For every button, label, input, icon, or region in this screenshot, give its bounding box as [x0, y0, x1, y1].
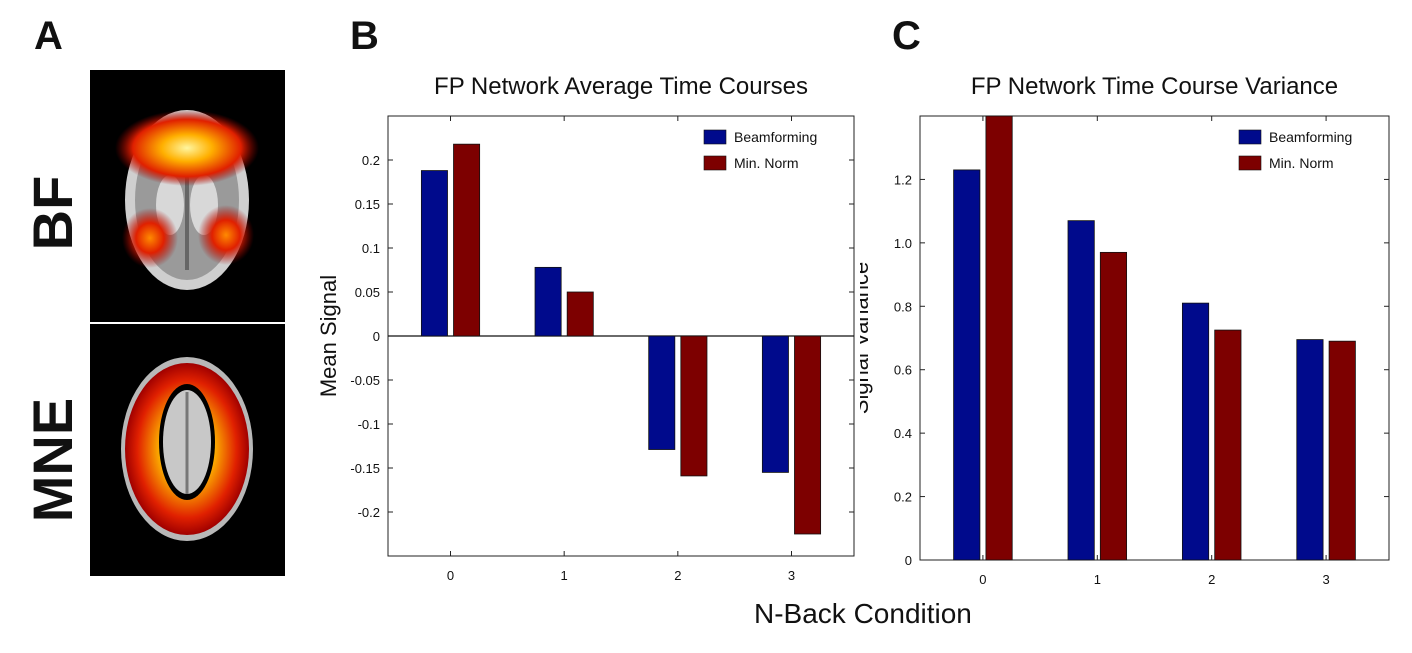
chart-b-title: FP Network Average Time Courses	[434, 73, 808, 100]
chart-c-xtick-label: 2	[1208, 572, 1215, 587]
chart-b-ytick-label: -0.2	[358, 505, 380, 520]
chart-c-ytick-label: 1.0	[894, 236, 912, 251]
chart-c-legend-label-1: Min. Norm	[1269, 155, 1334, 171]
chart-c-bar-beamforming-2	[1181, 302, 1210, 561]
chart-c-bar-beamforming-3	[1296, 339, 1324, 561]
chart-time-course-variance: FP Network Time Course Variance Signal Va…	[860, 73, 1390, 587]
chart-b-bar-min-norm-1	[566, 291, 594, 337]
chart-b-ytick-label: 0.15	[355, 197, 380, 212]
chart-b-ytick-label: 0.1	[362, 241, 380, 256]
chart-b-xtick-label: 1	[561, 568, 568, 583]
chart-c-bar-min-norm-2	[1214, 329, 1242, 561]
chart-c-ytick-label: 0.8	[894, 299, 912, 314]
chart-c-bar-beamforming-0	[953, 169, 981, 561]
chart-b-ytick-label: 0	[373, 329, 380, 344]
chart-b-ytick-label: 0.05	[355, 285, 380, 300]
chart-c-title: FP Network Time Course Variance	[971, 73, 1338, 100]
panel-letter-b: B	[350, 14, 379, 58]
bf-label: BF	[21, 175, 84, 251]
chart-c-bar-min-norm-0	[985, 115, 1013, 561]
chart-b-bar-min-norm-2	[680, 335, 708, 477]
chart-b-bar-beamforming-1	[534, 266, 562, 337]
chart-b-ytick-label: -0.05	[350, 373, 380, 388]
chart-c-axes-box	[919, 115, 1390, 561]
chart-b-legend-swatch-0	[703, 129, 727, 145]
chart-b-bar-beamforming-0	[420, 170, 448, 337]
chart-b-legend-swatch-1	[703, 155, 727, 171]
chart-c-y-axis-label: Signal Variance	[860, 262, 873, 414]
bf-brain-image	[90, 70, 285, 322]
mne-brain-image	[90, 324, 285, 576]
chart-c-ytick-label: 1.2	[894, 172, 912, 187]
chart-b-bar-beamforming-2	[648, 335, 676, 450]
chart-b-ytick-label: 0.2	[362, 153, 380, 168]
chart-b-ytick-label: -0.15	[350, 461, 380, 476]
chart-b-bar-min-norm-0	[453, 143, 481, 337]
chart-c-bar-min-norm-1	[1099, 251, 1128, 561]
chart-b-bar-min-norm-3	[794, 335, 822, 535]
chart-c-xtick-label: 0	[979, 572, 986, 587]
chart-b-legend-label-0: Beamforming	[734, 129, 817, 145]
chart-b-y-axis-label: Mean Signal	[316, 275, 341, 397]
chart-c-ytick-label: 0.2	[894, 490, 912, 505]
chart-c-xtick-label: 1	[1094, 572, 1101, 587]
chart-b-legend-label-1: Min. Norm	[734, 155, 799, 171]
chart-b-xtick-label: 0	[447, 568, 454, 583]
shared-x-axis-label: N-Back Condition	[754, 598, 972, 629]
chart-c-ytick-label: 0	[905, 553, 912, 568]
mne-label: MNE	[21, 397, 84, 523]
chart-c-ytick-label: 0.6	[894, 363, 912, 378]
chart-b-xtick-label: 2	[674, 568, 681, 583]
chart-c-legend-swatch-1	[1238, 155, 1262, 171]
chart-c-ytick-label: 0.4	[894, 426, 912, 441]
panel-letter-c: C	[892, 14, 921, 58]
panel-letter-a: A	[34, 14, 63, 58]
chart-average-time-courses: FP Network Average Time Courses Mean Sign…	[316, 73, 855, 583]
chart-b-bar-beamforming-3	[761, 335, 789, 473]
chart-c-bar-min-norm-3	[1328, 340, 1356, 561]
chart-c-legend-swatch-0	[1238, 129, 1262, 145]
chart-c-bar-beamforming-1	[1067, 220, 1095, 561]
chart-c-legend-label-0: Beamforming	[1269, 129, 1352, 145]
chart-c-xtick-label: 3	[1322, 572, 1329, 587]
chart-b-xtick-label: 3	[788, 568, 795, 583]
chart-b-ytick-label: -0.1	[358, 417, 380, 432]
